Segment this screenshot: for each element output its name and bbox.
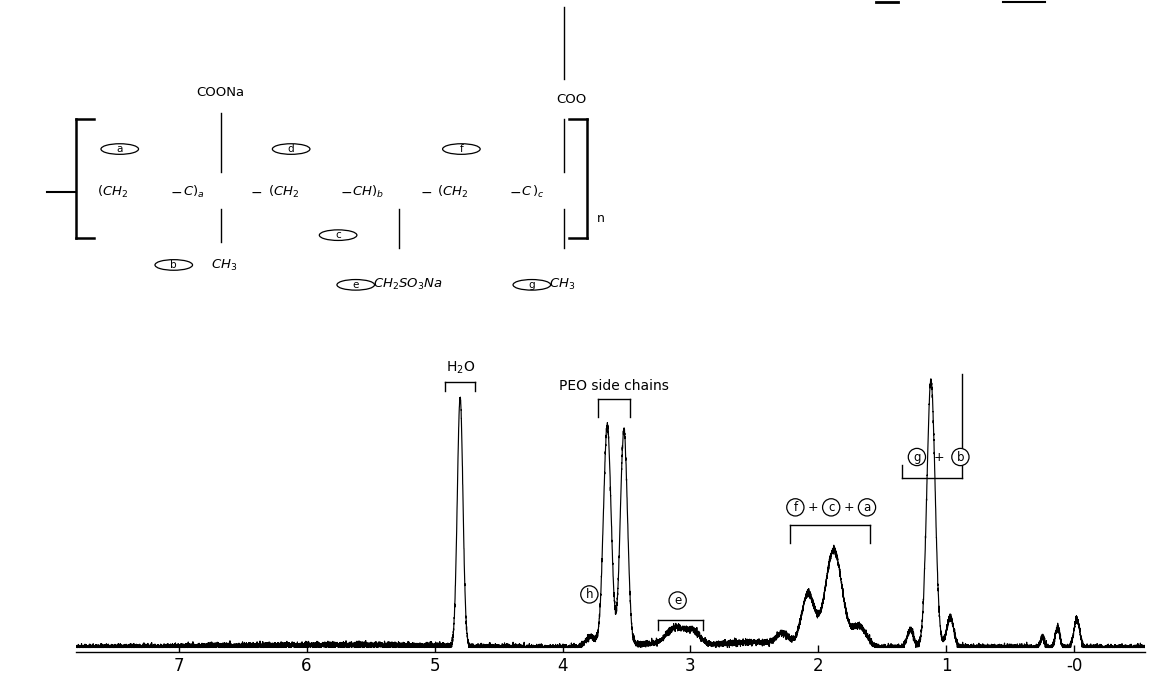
Text: $CH)_b$: $CH)_b$ <box>352 184 384 200</box>
Text: a: a <box>116 144 123 154</box>
Text: $-$: $-$ <box>250 185 262 199</box>
Text: $C\,)_c$: $C\,)_c$ <box>521 184 545 200</box>
Text: $CH_2$: $CH_2$ <box>836 0 862 1</box>
Text: COO: COO <box>556 93 587 106</box>
Text: e: e <box>674 594 681 607</box>
Text: c: c <box>828 501 835 514</box>
Text: $CH_2SO_3Na$: $CH_2SO_3Na$ <box>373 277 443 293</box>
Text: $CH_3$: $CH_3$ <box>549 277 575 293</box>
Text: n: n <box>596 212 605 225</box>
Text: $-$: $-$ <box>420 185 432 199</box>
Text: $(CH_2$: $(CH_2$ <box>268 184 299 200</box>
Text: b: b <box>170 260 177 270</box>
Text: $(CH_2$: $(CH_2$ <box>97 184 129 200</box>
Text: $-$: $-$ <box>340 185 352 199</box>
Text: +: + <box>933 451 944 464</box>
Text: COONa: COONa <box>197 86 244 99</box>
Text: $CH_2$: $CH_2$ <box>910 0 936 1</box>
Text: PEO side chains: PEO side chains <box>559 380 669 393</box>
Text: f: f <box>794 501 797 514</box>
Text: $(CH_2$: $(CH_2$ <box>437 184 468 200</box>
Text: $CH_3$: $CH_3$ <box>1000 0 1026 1</box>
Text: $(CH_2CH_2O\,)_{d\!-\!1}$: $(CH_2CH_2O\,)_{d\!-\!1}$ <box>652 0 747 1</box>
Text: c: c <box>336 230 340 240</box>
Text: f: f <box>459 144 464 154</box>
Text: $C)_a$: $C)_a$ <box>183 184 204 200</box>
Text: +: + <box>844 501 855 514</box>
Text: h: h <box>586 588 593 601</box>
Text: $CH_3$: $CH_3$ <box>211 257 237 273</box>
Text: g: g <box>913 451 920 464</box>
Text: a: a <box>863 501 871 514</box>
Text: +: + <box>808 501 818 514</box>
Text: e: e <box>352 280 359 290</box>
Text: b: b <box>957 451 964 464</box>
Text: d: d <box>288 144 295 154</box>
Text: $-$: $-$ <box>510 185 521 199</box>
Text: g: g <box>528 280 535 290</box>
Text: H$_2$O: H$_2$O <box>445 359 474 376</box>
Text: $-$: $-$ <box>170 185 182 199</box>
